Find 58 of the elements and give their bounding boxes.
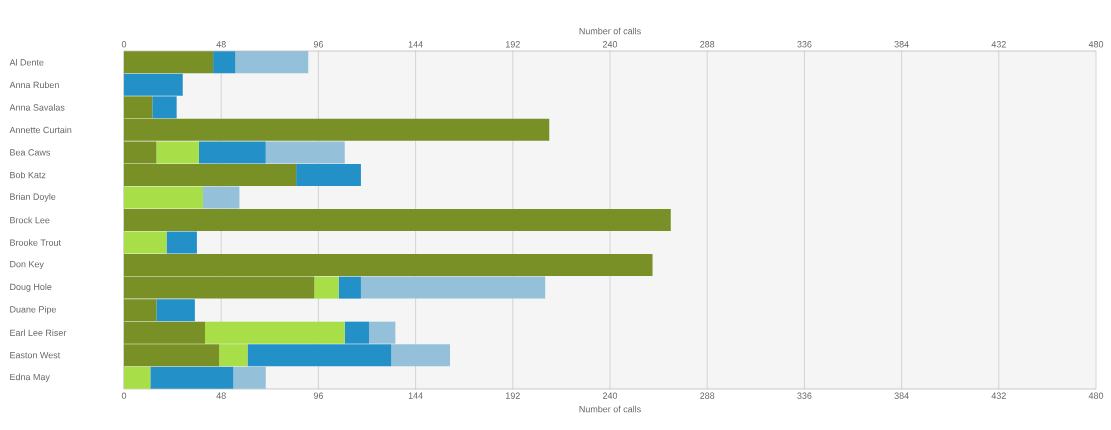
- bar: [156, 299, 195, 322]
- bar: [338, 276, 361, 299]
- y-tick-label: Anna Savalas: [9, 104, 65, 111]
- y-tick-label: Bob Katz: [10, 171, 46, 179]
- x2-tick-label: 384: [894, 41, 909, 48]
- x-tick-label: 192: [506, 392, 520, 399]
- x-tick-label: 96: [313, 392, 323, 399]
- y-tick-label: Duane Pipe: [10, 305, 56, 315]
- x2-tick-label: 288: [700, 41, 715, 48]
- x2-tick-label: 192: [506, 41, 520, 48]
- bar: [124, 186, 203, 209]
- y-tick-label: Doug Hole: [10, 283, 52, 292]
- y-tick-label: Annette Curtain: [9, 126, 72, 134]
- y-tick-label: Al Dente: [9, 58, 44, 66]
- bar: [156, 141, 199, 164]
- bar: [124, 51, 214, 74]
- bar: [166, 231, 197, 254]
- x2-tick-label: 240: [602, 41, 618, 48]
- bar: [233, 366, 266, 389]
- x-tick-label: 384: [894, 392, 909, 399]
- y-tick-label: Edna May: [10, 373, 50, 382]
- x-axis-title: Number of calls: [579, 405, 641, 413]
- bar: [360, 276, 546, 299]
- x-tick-label: 144: [408, 392, 423, 399]
- bar: [202, 186, 240, 209]
- bar: [150, 366, 234, 389]
- y-tick-label: Earl Lee Riser: [10, 329, 67, 336]
- bar: [265, 141, 345, 164]
- y-tick-label: Bea Caws: [10, 149, 51, 156]
- x2-tick-label: 96: [313, 41, 323, 48]
- x2-axis-title: Number of calls: [579, 27, 641, 35]
- x-tick-label: 432: [991, 392, 1006, 399]
- x2-tick-label: 48: [216, 41, 226, 48]
- x-tick-label: 480: [1088, 392, 1104, 399]
- y-tick-label: Brooke Trout: [10, 239, 61, 246]
- bar: [235, 51, 309, 74]
- y-tick-label: Anna Ruben: [9, 81, 59, 89]
- bar: [296, 163, 361, 186]
- x-tick-label: 48: [216, 392, 226, 399]
- bar: [314, 276, 339, 299]
- bar: [124, 366, 151, 389]
- x-tick-label: 240: [602, 392, 618, 399]
- y-tick-label: Brian Doyle: [10, 193, 56, 202]
- x2-tick-label: 432: [991, 41, 1006, 48]
- x-tick-label: 336: [797, 392, 812, 399]
- x2-tick-label: 0: [121, 41, 127, 48]
- bar: [213, 51, 236, 74]
- x2-tick-label: 336: [797, 41, 812, 48]
- x2-tick-label: 480: [1088, 41, 1104, 48]
- x-tick-label: 288: [700, 392, 715, 399]
- bar: [198, 141, 266, 164]
- y-tick-label: Brock Lee: [10, 216, 50, 224]
- bar: [124, 231, 167, 254]
- x2-tick-label: 144: [408, 41, 423, 48]
- y-tick-label: Don Key: [10, 261, 44, 270]
- y-tick-label: Easton West: [10, 352, 61, 359]
- bar: [124, 209, 671, 231]
- x-tick-label: 0: [121, 392, 127, 399]
